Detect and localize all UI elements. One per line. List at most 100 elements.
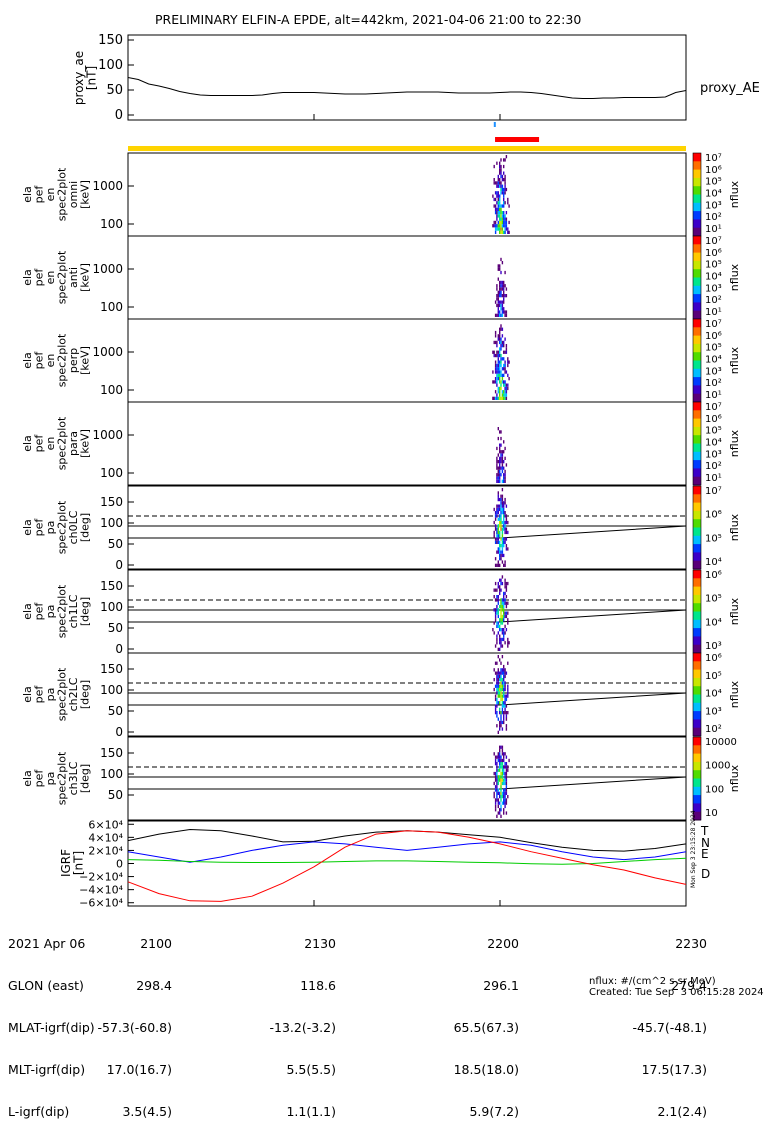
colorbar-segment [693, 694, 701, 698]
spec-cell [504, 591, 506, 596]
spec-cell [500, 798, 502, 802]
spec-cell [501, 530, 504, 535]
spec-cell [499, 811, 501, 815]
spec-cell [500, 303, 502, 308]
spec-ylabel-line: [keV] [79, 180, 92, 209]
spec-cell [504, 367, 506, 371]
spec-cell [505, 694, 508, 698]
spec-cell [497, 497, 499, 502]
spec-cell [497, 303, 499, 308]
spec-cell [505, 581, 508, 586]
colorbar-segment [693, 494, 701, 498]
spec-cell [496, 380, 498, 384]
colorbar-tick-label: 10⁶ [705, 331, 722, 342]
spec-cell [494, 211, 497, 215]
colorbar-frame [692, 485, 702, 570]
spec-cell [501, 604, 504, 609]
spec-cell [494, 527, 497, 531]
spec-cell [499, 350, 501, 354]
spec-cell [496, 446, 498, 451]
spec-cell [497, 373, 499, 377]
spec-cell [497, 334, 499, 338]
colorbar-segment [693, 600, 701, 604]
spec-cell [503, 811, 505, 815]
spec-cell [494, 661, 497, 665]
colorbar-segment [693, 669, 701, 673]
spec-cell [496, 297, 498, 301]
spec-cell [505, 595, 508, 599]
spec-cell [501, 748, 504, 753]
colorbar-segment [693, 274, 701, 278]
spec-cell [496, 608, 498, 612]
colorbar-segment [693, 404, 701, 409]
spec-cell [497, 791, 499, 795]
spec-ytick-label: 100 [100, 466, 123, 480]
colorbar-segment [693, 486, 701, 490]
colorbar-segment [693, 390, 701, 395]
spec-cell [504, 473, 506, 477]
spec-cell [500, 396, 502, 400]
spec-cell [500, 466, 502, 470]
spec-ylabel-line: [deg] [79, 597, 92, 626]
spec-cell [504, 370, 506, 374]
spec-cells [492, 575, 510, 651]
colorbar-tick-label: 10⁶ [705, 653, 722, 664]
footer-value: 17.0(16.7) [106, 1062, 172, 1077]
spec-ylabel-line: [deg] [79, 680, 92, 709]
spec-cell [494, 220, 497, 225]
spec-cell [505, 383, 508, 387]
spec-cell [497, 224, 499, 228]
spec-cell [504, 563, 506, 567]
spec-cell [499, 264, 501, 268]
spec-cell [503, 476, 505, 480]
spec-cell [493, 340, 495, 345]
colorbar-segment [693, 544, 701, 548]
spec-cell [494, 588, 497, 592]
spec-cell [503, 537, 505, 541]
spec-cell [500, 775, 502, 779]
colorbar-tick-label: 10⁴ [705, 689, 722, 700]
colorbar-segment [693, 488, 701, 493]
spec-cell [496, 795, 498, 799]
igrf-ytick-label: −4×10⁴ [79, 884, 123, 897]
spec-cell [505, 544, 508, 548]
spec-cell [504, 187, 506, 192]
spec-cell [504, 641, 506, 645]
spec-cell [497, 350, 499, 354]
proxy-ae-ytick-label: 150 [98, 33, 123, 48]
spec-cell [493, 353, 495, 358]
colorbar-segment [693, 451, 701, 456]
spec-cell [497, 197, 499, 202]
colorbar-segment [693, 686, 701, 690]
spec-cell [501, 701, 504, 705]
spec-cell [493, 621, 495, 625]
spec-cell [503, 601, 505, 605]
igrf-ytick-label: 0 [116, 858, 123, 871]
spec-cell [499, 544, 501, 548]
colorbar-segment [693, 191, 701, 195]
spec-cell [500, 287, 502, 291]
spec-cell [500, 386, 502, 391]
proxy-ae-ytick-label: 0 [115, 108, 123, 123]
colorbar-segment [693, 352, 701, 356]
colorbar-segment [693, 263, 701, 267]
spec-cell [505, 614, 508, 619]
spec-cell [504, 383, 506, 387]
spec-cell [501, 204, 504, 208]
spec-cell [500, 360, 502, 364]
spec-cell [504, 560, 506, 564]
spec-cell [497, 491, 499, 495]
spec-cell [501, 550, 504, 554]
spec-cell [503, 187, 505, 192]
spec-cell [492, 350, 494, 354]
spec-cell [501, 334, 504, 338]
spec-cell [499, 585, 501, 589]
spec-cell [507, 360, 509, 364]
spec-cell [499, 168, 501, 172]
colorbar-tick-label: 10⁵ [705, 260, 722, 271]
spec-cell [503, 604, 505, 609]
colorbar-segment [693, 260, 701, 265]
colorbar-segment [693, 630, 701, 635]
